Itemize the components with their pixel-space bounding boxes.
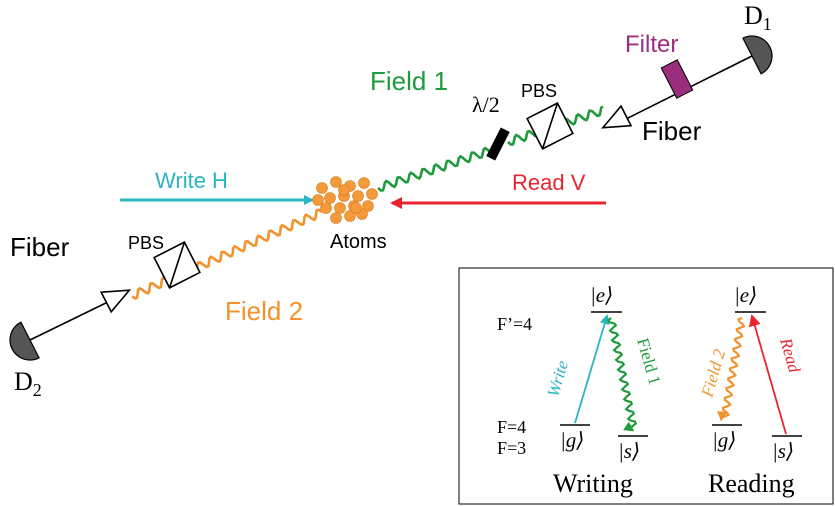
polarizing-beam-splitter-icon	[153, 241, 201, 289]
detector2-label: D2	[14, 367, 42, 400]
fiber-right-label: Fiber	[642, 116, 702, 146]
atom-icon	[366, 188, 378, 200]
atom-icon	[338, 184, 350, 196]
level-scheme-panel	[458, 267, 834, 505]
fiber-coupler-icon	[99, 289, 132, 314]
filter-icon	[660, 59, 694, 99]
filter-label: Filter	[625, 31, 678, 58]
atom-icon	[330, 176, 342, 188]
field2-transition-arrow	[717, 316, 746, 422]
ket-s-writing: |s⟩	[618, 439, 640, 463]
atom-icon	[320, 202, 332, 214]
half-wave-label: λ/2	[472, 92, 500, 117]
ket-g-writing: |g⟩	[560, 428, 584, 452]
atom-icon	[344, 210, 356, 222]
f-prime-label: F’=4	[497, 314, 532, 334]
atom-icon	[358, 177, 370, 189]
field1-label: Field 1	[370, 66, 448, 96]
atom-icon	[330, 212, 342, 224]
detector1-label: D1	[744, 1, 772, 34]
ket-g-reading: |g⟩	[712, 428, 736, 452]
atom-icon	[324, 192, 336, 204]
detector-icon	[9, 321, 40, 361]
field2-wave	[131, 208, 323, 300]
field1-wave	[377, 146, 494, 192]
ket-e-reading: |e⟩	[734, 283, 757, 307]
fiber-line-left	[29, 299, 113, 341]
detector-icon	[742, 35, 773, 75]
field2-label: Field 2	[225, 296, 303, 326]
atom-icon	[352, 190, 364, 202]
read-transition-arrow	[749, 314, 787, 435]
atom-icon	[312, 194, 324, 206]
ket-e-writing: |e⟩	[590, 283, 613, 307]
f3-label: F=3	[497, 438, 526, 458]
pbs-top-label: PBS	[521, 81, 557, 101]
atom-cloud	[312, 176, 378, 224]
half-wave-plate-icon	[486, 127, 510, 161]
reading-label: Reading	[708, 469, 795, 498]
atom-icon	[350, 202, 362, 214]
atoms-label: Atoms	[330, 231, 387, 253]
field1-transition-arrow	[606, 317, 638, 432]
atom-icon	[334, 202, 346, 214]
fiber-left-label: Fiber	[10, 232, 70, 262]
read-v-label: Read V	[512, 170, 586, 195]
atom-icon	[362, 200, 374, 212]
write-transition-arrow	[574, 314, 610, 424]
write-h-label: Write H	[155, 168, 228, 193]
polarizing-beam-splitter-icon	[526, 102, 574, 150]
f4-label: F=4	[497, 417, 526, 437]
fiber-coupler-icon	[601, 104, 633, 129]
writing-label: Writing	[553, 469, 633, 498]
ket-s-reading: |s⟩	[772, 439, 794, 463]
atom-icon	[316, 182, 328, 194]
pbs-bottom-label: PBS	[128, 233, 164, 253]
